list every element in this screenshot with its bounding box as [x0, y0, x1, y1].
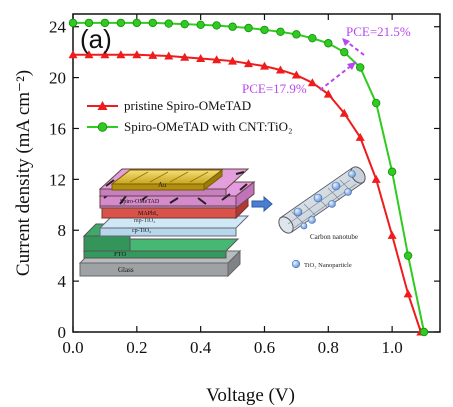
data-point: [132, 18, 142, 28]
data-point: [212, 21, 221, 30]
data-point: [244, 59, 254, 68]
panel-label: (a): [80, 24, 112, 54]
data-point: [228, 56, 238, 65]
y-tick-label: 4: [58, 272, 67, 291]
data-point: [196, 20, 205, 30]
layer-label-spiro: Spiro-OMeTAD: [120, 199, 160, 205]
data-point: [259, 61, 269, 70]
data-point: [164, 51, 174, 60]
legend-triangle-marker: [97, 101, 108, 110]
data-point: [371, 174, 381, 183]
nanoparticle-legend-icon: [291, 259, 301, 269]
y-axis-label: Current density (mA cm⁻²): [13, 70, 34, 276]
series-1: [68, 18, 429, 337]
data-point: [308, 33, 317, 43]
data-point: [387, 230, 397, 239]
data-point: [339, 108, 349, 117]
y-tick-label: 8: [58, 221, 67, 240]
y-tick-label: 24: [49, 18, 67, 37]
chart-legend: pristine Spiro-OMeTAD Spiro-OMeTAD with …: [87, 98, 293, 134]
data-point: [180, 19, 189, 29]
y-tick-label: 12: [49, 170, 66, 189]
device-schematic-inset: Glass FTO cp-TiO₂ mp-TiO₂ MAPbI₃: [78, 166, 366, 278]
y-tick-label: 20: [49, 69, 66, 88]
data-point: [324, 39, 333, 48]
data-point: [100, 18, 110, 28]
layer-label-glass: Glass: [118, 266, 134, 274]
layer-label-fto: FTO: [114, 251, 126, 258]
data-point: [244, 23, 253, 33]
plot-frame: 0.0 0.2 0.4 0.6 0.8 1.0 0 4 8 12 16 20 24 Voltage (V)…: [13, 13, 441, 406]
data-point: [340, 47, 349, 57]
tio2-nanoparticles: [293, 170, 356, 230]
y-tick-label: 0: [58, 323, 67, 342]
x-tick-label: 0.4: [190, 338, 212, 357]
data-point: [419, 327, 429, 337]
data-point: [323, 89, 333, 98]
data-point: [148, 50, 158, 59]
x-tick-label: 0.8: [318, 338, 339, 357]
data-point: [371, 98, 381, 108]
x-tick-label: 0.2: [126, 338, 147, 357]
pce-pristine-label: PCE=17.9%: [242, 81, 307, 96]
data-point: [100, 50, 110, 59]
data-point: [403, 251, 413, 260]
series-0: [68, 50, 426, 336]
layer-label-mapbi3: MAPbI₃: [138, 211, 158, 217]
layer-label-mp-tio2: mp-TiO₂: [134, 218, 155, 224]
data-point: [68, 18, 78, 28]
data-point: [116, 50, 126, 59]
nanotube-label: Carbon nanotube: [310, 233, 358, 241]
data-point: [403, 289, 413, 298]
data-point: [180, 52, 190, 61]
legend-label-pristine: pristine Spiro-OMeTAD: [124, 98, 251, 113]
data-point: [356, 63, 365, 72]
data-point: [260, 25, 269, 35]
data-point: [355, 132, 365, 141]
data-point: [387, 167, 397, 176]
layer-label-au: Au: [158, 181, 167, 189]
data-point: [84, 18, 94, 28]
data-point: [228, 22, 237, 31]
data-series: [68, 18, 429, 337]
data-point: [164, 19, 173, 28]
data-point: [276, 27, 285, 37]
data-point: [291, 70, 301, 79]
data-point: [275, 65, 285, 74]
data-point: [196, 54, 206, 63]
data-point: [132, 50, 142, 59]
y-tick-label: 16: [49, 119, 66, 138]
legend-label-cnt: Spiro-OMeTAD with CNT:TiO₂: [124, 119, 293, 134]
data-point: [307, 78, 317, 87]
data-point: [292, 30, 301, 39]
pce-annotations: PCE=21.5% PCE=17.9%: [242, 24, 411, 96]
data-point: [212, 55, 222, 64]
data-point: [148, 18, 157, 28]
legend-circle-marker: [97, 122, 108, 132]
data-point: [116, 18, 126, 28]
pce-cnt-label: PCE=21.5%: [346, 24, 411, 39]
x-axis-label: Voltage (V): [206, 385, 295, 406]
plot-border: [72, 13, 441, 333]
layer-label-cp-tio2: cp-TiO₂: [132, 228, 151, 234]
x-tick-label: 1.0: [382, 338, 403, 357]
data-point: [84, 50, 94, 59]
x-tick-label: 0.0: [62, 338, 83, 357]
x-tick-label: 0.6: [254, 338, 275, 357]
data-point: [68, 50, 78, 59]
nanoparticle-label: TiO₂ Nanoparticle: [304, 262, 352, 269]
arrow-icon: [251, 195, 273, 213]
carbon-nanotube-icon: [278, 166, 366, 234]
